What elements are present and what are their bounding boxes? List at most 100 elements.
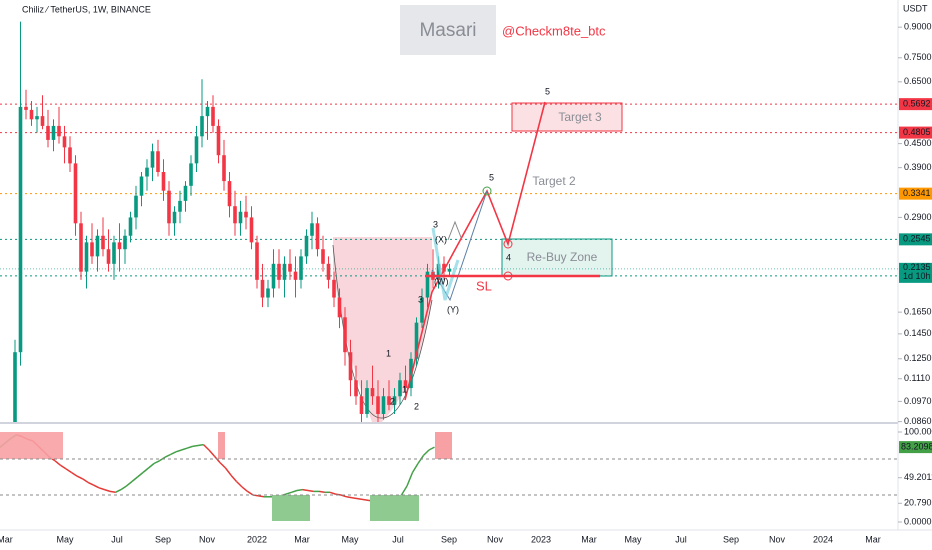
- candle-body: [392, 396, 397, 405]
- osc-segment: [87, 481, 94, 486]
- osc-segment: [71, 471, 78, 477]
- osc-segment: [131, 476, 138, 483]
- osc-segment: [406, 472, 414, 487]
- candle-body: [315, 223, 320, 250]
- x-tick-label: Mar: [294, 534, 310, 544]
- point: [503, 239, 513, 249]
- osc-segment: [285, 491, 292, 495]
- osc-segment: [247, 490, 254, 496]
- osc-segment: [76, 475, 83, 480]
- x-tick-label: May: [341, 534, 359, 544]
- candle-body: [24, 106, 28, 110]
- candle-body: [200, 116, 204, 137]
- osc-segment: [296, 488, 303, 492]
- candle-body: [387, 396, 391, 405]
- candle-body: [128, 217, 133, 236]
- candle-body: [447, 268, 452, 272]
- osc-segment: [170, 451, 177, 456]
- candle-body: [35, 116, 39, 120]
- candle-body: [354, 380, 358, 397]
- candle-body: [293, 271, 298, 280]
- candle-body: [161, 172, 166, 191]
- candle-body: [403, 380, 408, 389]
- x-tick-label: Nov: [487, 534, 504, 544]
- candle-body: [376, 396, 380, 414]
- osc-segment: [181, 447, 188, 451]
- osc-segment: [126, 480, 133, 487]
- candle-body: [167, 190, 171, 224]
- candle-body: [40, 116, 45, 126]
- y-tick-label: 0.6500: [904, 76, 932, 86]
- y-tick-label: 0.4500: [904, 138, 932, 148]
- target3-box: [511, 102, 623, 132]
- candle-body: [233, 206, 237, 224]
- osc-tick-label: 0.0000: [904, 516, 932, 526]
- candle-body: [95, 235, 100, 257]
- osc-segment: [428, 446, 435, 451]
- wave-label: 5: [489, 172, 494, 182]
- osc-segment: [109, 490, 116, 494]
- osc-segment: [153, 460, 160, 465]
- osc-segment: [219, 462, 227, 469]
- target3-label: Target 3: [558, 110, 602, 124]
- osc-segment: [137, 471, 144, 478]
- arrow: [447, 220, 463, 241]
- osc-segment: [351, 496, 358, 500]
- osc-segment: [307, 489, 314, 493]
- y-tick-label: 0.7500: [904, 52, 932, 62]
- x-tick-label: Sep: [155, 534, 171, 544]
- osc-segment: [346, 496, 353, 499]
- level-badge: [899, 187, 932, 200]
- candle-body: [414, 322, 419, 359]
- osc-segment: [224, 467, 232, 476]
- candle-body: [321, 249, 325, 264]
- point: [503, 271, 513, 281]
- osc-segment: [192, 444, 199, 448]
- candle-body: [150, 151, 155, 168]
- candle-body: [112, 242, 116, 264]
- osc-segment: [329, 491, 336, 495]
- wave-label: 1: [402, 384, 407, 394]
- candle-body: [51, 125, 56, 140]
- x-tick-label: Mar: [0, 534, 13, 544]
- osc-segment: [318, 490, 325, 494]
- x-tick-label: Jul: [111, 534, 123, 544]
- currency-label: USDT: [903, 3, 928, 13]
- candle-body: [425, 271, 430, 298]
- osc-segment: [104, 488, 111, 493]
- candle-body: [359, 396, 364, 414]
- x-tick-label: 2022: [247, 534, 267, 544]
- candle-body: [62, 136, 67, 148]
- overbought-zone: [435, 432, 452, 459]
- osc-segment: [208, 449, 216, 457]
- candle-body: [139, 176, 144, 196]
- candle-body: [260, 279, 265, 298]
- osc-segment: [302, 488, 309, 492]
- candle-body: [178, 200, 182, 212]
- candle-body: [271, 263, 276, 289]
- y-tick-label: 0.0860: [904, 416, 932, 426]
- candle-body: [156, 151, 160, 173]
- candle-body: [101, 235, 105, 250]
- wave-label: 2: [390, 396, 395, 406]
- rebuy-box: [501, 238, 613, 277]
- y-tick-label: 0.1250: [904, 353, 932, 363]
- level-label: 0.4805: [903, 127, 931, 137]
- level-badge: [899, 98, 932, 111]
- osc-segment: [65, 468, 72, 474]
- candle-body: [381, 396, 386, 414]
- osc-segment: [120, 485, 127, 491]
- candle-body: [183, 185, 188, 201]
- osc-segment: [291, 489, 298, 494]
- osc-segment: [241, 486, 248, 492]
- candle-body: [282, 263, 287, 280]
- wave-label: 3: [418, 294, 423, 304]
- candle-body: [211, 106, 215, 126]
- wave-label: 4: [506, 252, 511, 262]
- osc-segment: [230, 474, 238, 482]
- osc-last-label: 83.2098: [901, 441, 932, 451]
- candle-body: [84, 242, 89, 272]
- y-tick-label: 0.1450: [904, 328, 932, 338]
- candle-body: [244, 211, 248, 218]
- x-tick-label: 2023: [531, 534, 551, 544]
